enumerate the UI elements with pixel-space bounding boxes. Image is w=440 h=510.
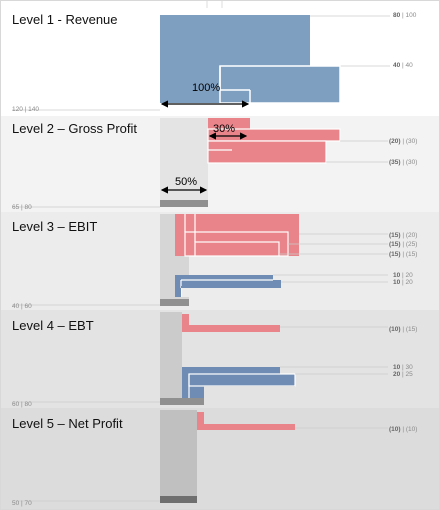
base-value-label: 40 | 60	[12, 303, 32, 310]
cost-bar-3c	[194, 241, 280, 257]
value-label: (10) | (10)	[389, 426, 417, 433]
value-label: (15) | (15)	[389, 251, 417, 258]
base-value-label: 120 | 140	[12, 106, 39, 113]
base-bar-4	[160, 398, 204, 405]
value-label: (35) | (30)	[389, 159, 417, 166]
cost-bar-5a	[197, 412, 204, 430]
base-fill-5	[160, 410, 197, 496]
level-4-label: Level 4 – EBT	[12, 318, 94, 333]
value-label: 80 | 100	[393, 12, 417, 19]
profit-bar-3c	[181, 286, 281, 288]
value-label: 20 | 25	[393, 371, 413, 378]
profit-bar-4b	[188, 373, 296, 387]
base-bar-3	[160, 299, 189, 306]
cost-bar-5b	[197, 424, 295, 430]
base-value-label: 60 | 80	[12, 401, 32, 408]
base-value-label: 65 | 80	[12, 204, 32, 211]
value-label: (20) | (30)	[389, 138, 417, 145]
cost-bar-4a	[182, 314, 189, 332]
level-2-label: Level 2 – Gross Profit	[12, 121, 137, 136]
value-label: (15) | (20)	[389, 232, 417, 239]
base-bar-5	[160, 496, 197, 503]
profit-bar-3d	[175, 288, 181, 297]
cost-bar-4b	[182, 325, 280, 332]
value-label: 10 | 20	[393, 279, 413, 286]
revenue-bar-40	[219, 65, 341, 104]
value-label: (15) | (25)	[389, 241, 417, 248]
level-1-label: Level 1 - Revenue	[12, 12, 118, 27]
value-label: (10) | (15)	[389, 326, 417, 333]
profit-inner-gap	[181, 286, 281, 297]
base-bar-2	[160, 200, 208, 207]
value-label: 40 | 40	[393, 62, 413, 69]
annotation-50-label: 50%	[175, 176, 197, 188]
level-5-label: Level 5 – Net Profit	[12, 416, 123, 431]
value-label: 10 | 30	[393, 364, 413, 371]
level-3-label: Level 3 – EBIT	[12, 219, 97, 234]
base-fill-4	[160, 312, 182, 398]
base-value-label: 50 | 70	[12, 500, 32, 507]
annotation-30-label: 30%	[213, 123, 235, 135]
base-fill-2	[160, 118, 208, 200]
cost-bar-35	[207, 140, 327, 164]
annotation-100-label: 100%	[192, 82, 220, 94]
value-label: 10 | 20	[393, 272, 413, 279]
profit-bar-4c	[204, 386, 295, 398]
